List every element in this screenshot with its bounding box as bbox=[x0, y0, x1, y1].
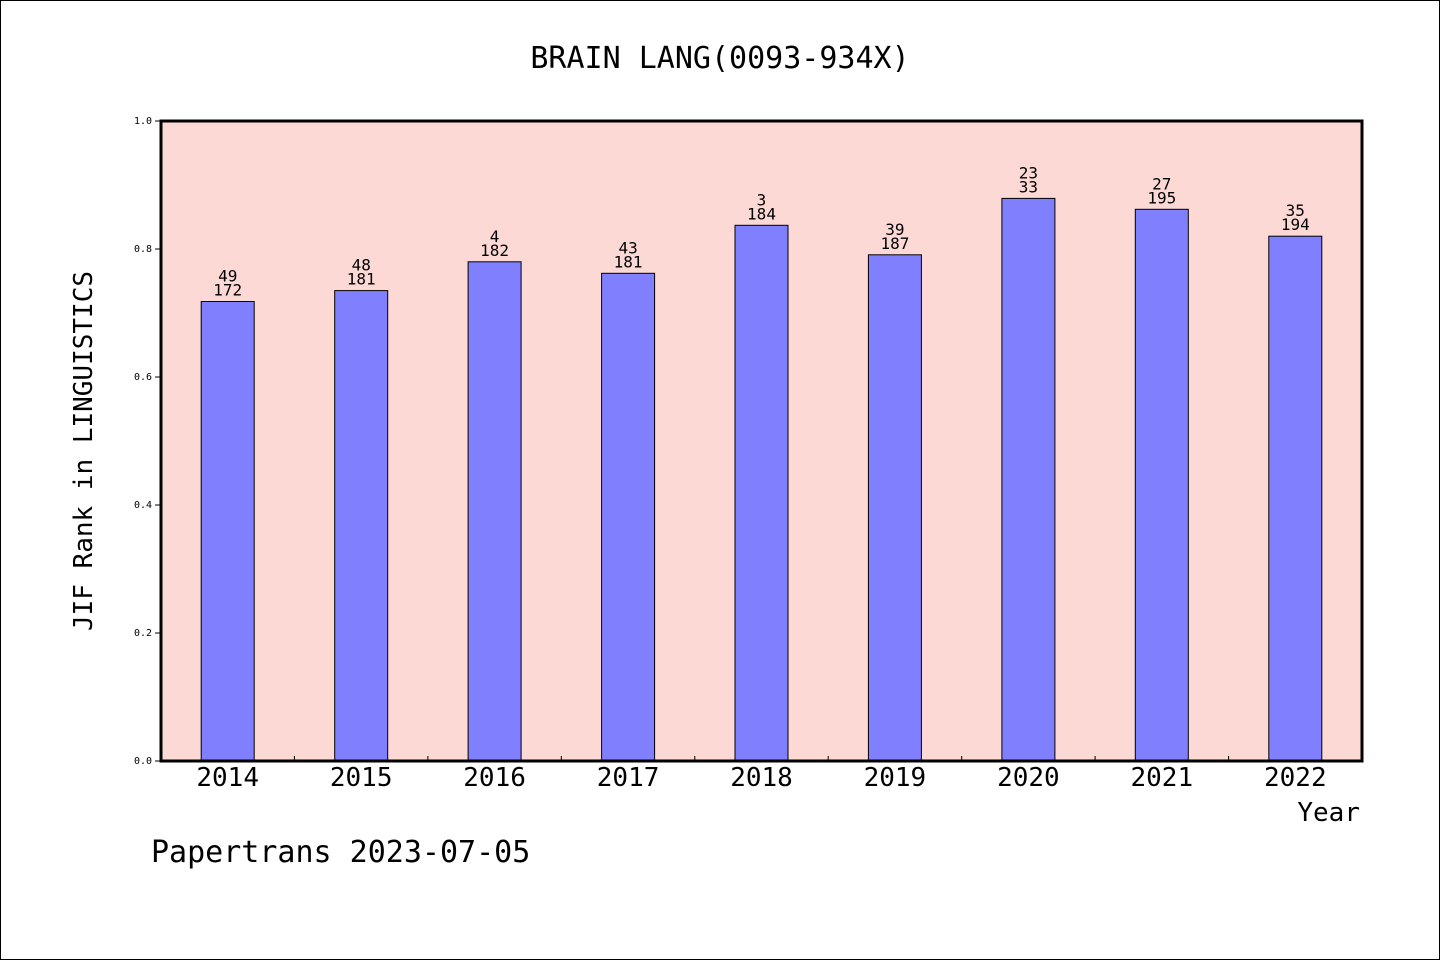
bar-2021 bbox=[1134, 208, 1189, 762]
y-axis-label: JIF Rank in LINGUISTICS bbox=[69, 271, 99, 631]
x-tick-label: 2020 bbox=[997, 763, 1060, 793]
y-axis: 0.0 0.2 0.4 0.6 0.8 1.0 bbox=[134, 116, 161, 767]
y-tick-label: 0.8 bbox=[134, 244, 152, 255]
bar-total-label: 195 bbox=[1147, 188, 1176, 207]
x-tick-label: 2018 bbox=[730, 763, 793, 793]
bar-total-label: 181 bbox=[347, 270, 376, 289]
y-tick-label: 0.2 bbox=[134, 628, 152, 639]
bar-2022 bbox=[1268, 235, 1323, 762]
x-tick-label: 2022 bbox=[1264, 763, 1327, 793]
bar-2014 bbox=[200, 301, 255, 762]
bar-rank-label: 39 bbox=[885, 220, 904, 239]
bar-rank-label: 27 bbox=[1152, 174, 1171, 193]
y-tick-label: 1.0 bbox=[134, 116, 152, 127]
x-tick-label: 2021 bbox=[1130, 763, 1193, 793]
bar-rank-label: 23 bbox=[1019, 163, 1038, 182]
bar-rank-label: 49 bbox=[218, 267, 237, 286]
x-tick-label: 2014 bbox=[196, 763, 259, 793]
x-tick-label: 2019 bbox=[864, 763, 927, 793]
bar-2016 bbox=[467, 261, 522, 762]
bar-rank-label: 48 bbox=[352, 256, 371, 275]
bar-2017 bbox=[601, 272, 656, 762]
bar-rank-label: 3 bbox=[757, 190, 767, 209]
bar-2015 bbox=[334, 290, 389, 762]
bar-2018 bbox=[734, 224, 789, 762]
bar-total-label: 182 bbox=[480, 241, 509, 260]
y-tick-label: 0.6 bbox=[134, 372, 152, 383]
x-tick-label: 2016 bbox=[463, 763, 526, 793]
x-axis: 2014 2015 2016 2017 2018 2019 2020 2021 2022 bbox=[196, 756, 1327, 793]
bar-rank-label: 4 bbox=[490, 227, 500, 246]
bar-total-label: 181 bbox=[614, 252, 643, 271]
bar-2019 bbox=[867, 254, 922, 762]
bar-total-label: 172 bbox=[213, 281, 242, 300]
bars-layer bbox=[200, 197, 1323, 762]
bar-total-label: 33 bbox=[1019, 177, 1038, 196]
chart-title: BRAIN LANG(0093-934X) bbox=[530, 41, 909, 76]
x-axis-label: Year bbox=[1297, 798, 1360, 828]
x-tick-label: 2015 bbox=[330, 763, 393, 793]
bar-rank-label: 43 bbox=[618, 238, 637, 257]
footer-credit: Papertrans 2023-07-05 bbox=[151, 835, 531, 870]
bar-total-label: 184 bbox=[747, 204, 776, 223]
y-tick-label: 0.4 bbox=[134, 500, 152, 511]
bar-rank-label: 35 bbox=[1286, 201, 1305, 220]
x-tick-label: 2017 bbox=[597, 763, 660, 793]
bar-total-label: 187 bbox=[880, 234, 909, 253]
bar-2020 bbox=[1001, 197, 1056, 762]
plot-frame bbox=[159, 119, 1364, 763]
y-tick-label: 0.0 bbox=[134, 756, 152, 767]
bar-total-label: 194 bbox=[1281, 215, 1310, 234]
